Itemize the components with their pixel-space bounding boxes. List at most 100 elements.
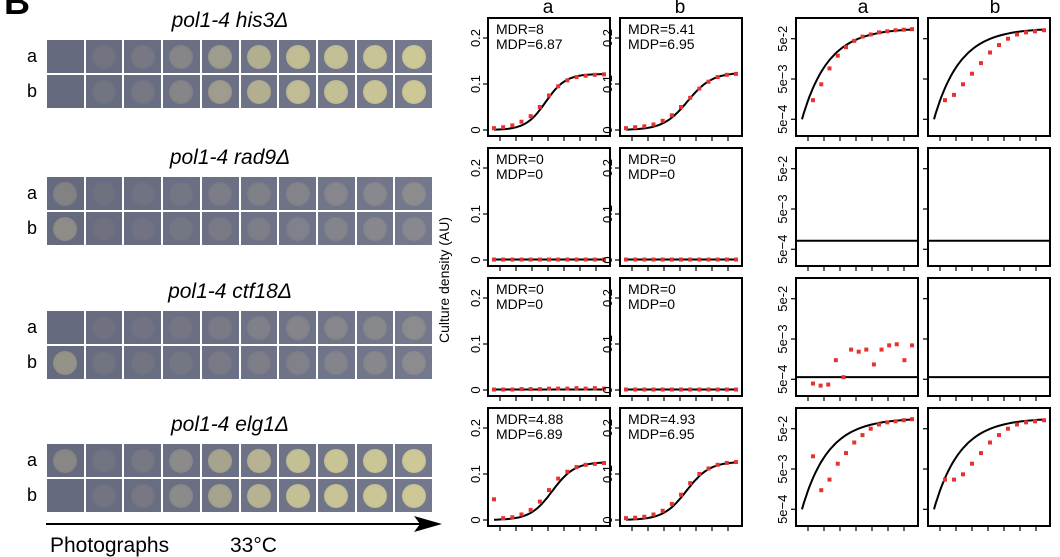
data-point: [660, 257, 665, 262]
spot-cell: [317, 444, 355, 477]
colony-spot: [208, 216, 233, 241]
row-label: a: [26, 183, 37, 203]
spot-cell: [163, 212, 200, 245]
colony-spot: [285, 483, 310, 508]
spot-cell: [201, 444, 239, 477]
data-point: [868, 426, 873, 431]
y-tick-label: 5e−3: [775, 194, 790, 223]
annotation: MDP=6.95: [628, 36, 695, 52]
data-point: [556, 257, 561, 262]
data-point: [537, 257, 542, 262]
plot-frame: [927, 147, 1051, 267]
colony-spot: [401, 181, 426, 206]
y-tick-label: 0.2: [468, 289, 483, 307]
data-point: [679, 492, 683, 497]
colony-spot: [401, 315, 426, 340]
data-point: [624, 257, 628, 262]
colony-spot: [169, 350, 194, 375]
data-point: [642, 124, 647, 129]
colony-spot: [285, 181, 310, 206]
data-point: [724, 460, 729, 465]
data-point: [660, 118, 665, 123]
colony-spot: [169, 483, 194, 508]
data-point: [642, 514, 647, 519]
spot-cell: [279, 444, 316, 477]
data-point: [688, 95, 693, 100]
colony-spot: [92, 315, 117, 340]
data-point: [887, 343, 892, 348]
data-point: [583, 462, 588, 467]
data-point: [943, 477, 947, 482]
spot-cell: [85, 177, 123, 210]
y-tick-label: 5e-2: [775, 286, 790, 312]
data-point: [910, 27, 914, 32]
data-point: [565, 469, 570, 474]
data-point: [811, 381, 815, 386]
spot-cell: [240, 311, 278, 344]
data-point: [624, 126, 628, 131]
data-point: [835, 461, 840, 466]
data-point: [715, 462, 720, 467]
data-point: [501, 387, 506, 392]
spot-cell: [356, 212, 394, 245]
data-point: [565, 257, 570, 262]
data-point: [1033, 419, 1037, 424]
data-point: [877, 422, 881, 427]
colony-spot: [169, 79, 194, 104]
annotation: MDP=6.89: [496, 426, 563, 442]
colony-spot: [92, 181, 117, 206]
spot-cell: [163, 346, 200, 379]
spot-cell: [356, 311, 394, 344]
spot-strip: [47, 212, 433, 245]
fit-curve: [625, 461, 737, 521]
spot-strip: [47, 444, 433, 477]
spot-cell: [240, 212, 278, 245]
spot-strip: [47, 177, 433, 210]
data-point: [844, 45, 848, 50]
y-tick-label: 5e−3: [775, 454, 790, 483]
annotation: MDR=4.88: [496, 411, 564, 427]
y-tick-label: 0: [600, 386, 615, 393]
data-point: [852, 38, 857, 43]
plot-frame: [487, 407, 611, 527]
data-point: [1024, 30, 1028, 35]
colony-spot: [362, 216, 387, 241]
y-tick-label: 0.1: [468, 75, 483, 93]
spot-cell: [47, 177, 84, 210]
data-point: [501, 125, 506, 130]
data-point: [894, 342, 899, 347]
colony-spot: [169, 315, 194, 340]
data-point: [537, 499, 542, 504]
plot-frame: [927, 407, 1051, 527]
data-point: [537, 387, 542, 392]
data-point: [565, 386, 570, 391]
spot-cell: [85, 212, 123, 245]
spot-cell: [163, 479, 200, 512]
data-point: [679, 387, 683, 392]
data-point: [565, 78, 570, 83]
spot-cell: [163, 75, 200, 108]
photographs-label: Photographs: [50, 534, 170, 557]
data-point: [826, 382, 831, 387]
spot-cell: [47, 212, 84, 245]
spot-cell: [317, 346, 355, 379]
colony-spot: [208, 350, 233, 375]
data-point: [602, 460, 606, 465]
row-label: a: [26, 46, 37, 66]
data-point: [556, 84, 561, 89]
colony-spot: [246, 216, 271, 241]
data-point: [642, 257, 647, 262]
y-tick-label: 0.1: [600, 75, 615, 93]
colony-spot: [130, 315, 155, 340]
spot-cell: [201, 311, 239, 344]
data-point: [734, 387, 738, 392]
spot-cell: [240, 75, 278, 108]
data-point: [715, 387, 720, 392]
spot-cell: [124, 444, 162, 477]
data-point: [849, 347, 854, 352]
time-arrow-icon: [46, 516, 442, 532]
colony-spot: [401, 79, 426, 104]
y-tick-label: 5e-2: [775, 26, 790, 52]
strain-title: pol1-4 elg1Δ: [170, 413, 289, 436]
data-point: [988, 50, 992, 55]
